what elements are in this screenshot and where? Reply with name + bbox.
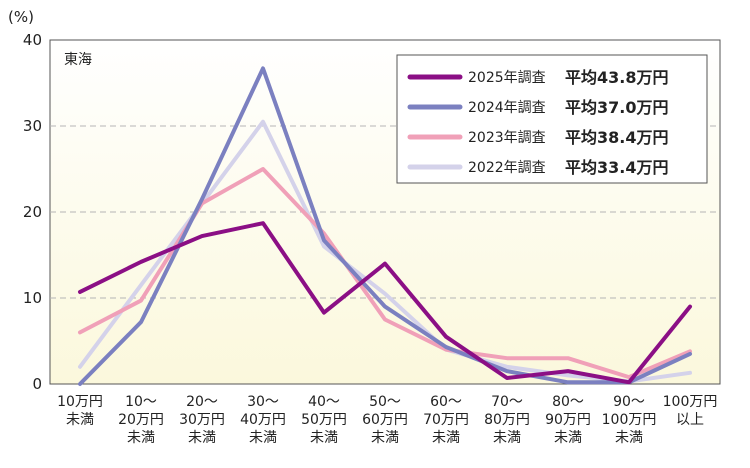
data-point <box>505 376 509 380</box>
data-point <box>505 369 509 373</box>
data-point <box>627 380 631 384</box>
x-tick-label-line: 以上 <box>676 412 704 428</box>
data-point <box>78 330 82 334</box>
data-point <box>139 260 143 264</box>
x-tick-label-line: 80万円 <box>484 412 530 428</box>
data-point <box>566 369 570 373</box>
legend-series-average: 平均38.4万円 <box>565 128 668 147</box>
legend-series-average: 平均37.0万円 <box>565 98 668 117</box>
x-tick-label-line: 20万円 <box>118 412 164 428</box>
x-tick-label-line: 未満 <box>371 430 399 446</box>
x-tick-label: 40～ 50万円未満 <box>301 394 347 446</box>
gridlines <box>50 125 720 299</box>
legend-series-average: 平均43.8万円 <box>565 68 668 87</box>
x-tick-label-line: 30万円 <box>179 412 225 428</box>
data-point <box>139 298 143 303</box>
data-point <box>566 380 570 384</box>
x-tick-label-line: 60～ <box>430 394 462 410</box>
x-tick-label-line: 未満 <box>127 430 155 446</box>
legend-series-average: 平均33.4万円 <box>565 158 668 177</box>
y-tick-label: 20 <box>23 203 42 221</box>
data-point <box>505 356 509 360</box>
y-tick-label: 0 <box>32 375 42 393</box>
data-point <box>78 290 82 294</box>
x-tick-label-line: 未満 <box>310 430 338 446</box>
x-tick-label-line: 80～ <box>552 394 584 410</box>
x-tick-label-line: 60万円 <box>362 412 408 428</box>
data-point <box>566 373 570 377</box>
x-tick-label: 100万円以上 <box>663 394 718 428</box>
x-tick-label-line: 50万円 <box>301 412 347 428</box>
data-point <box>383 317 387 322</box>
x-tick-label-line: 未満 <box>188 430 216 446</box>
legend-series-name: 2024年調査 <box>468 100 546 116</box>
x-tick-label: 60～ 70万円未満 <box>423 394 469 446</box>
y-tick-label: 40 <box>23 31 42 49</box>
data-point <box>261 221 265 225</box>
legend-series-name: 2025年調査 <box>468 70 546 86</box>
data-point <box>688 371 692 375</box>
x-tick-label-line: 90～ <box>613 394 645 410</box>
x-tick-label: 80～ 90万円未満 <box>545 394 591 446</box>
x-tick-label-line: 10～ <box>125 394 157 410</box>
data-point <box>505 365 509 369</box>
data-point <box>322 244 326 248</box>
x-tick-label: 10～ 20万円未満 <box>118 394 164 446</box>
x-tick-label-line: 未満 <box>493 430 521 446</box>
x-tick-label-line: 10万円 <box>57 394 103 410</box>
x-tick-label-line: 50～ <box>369 394 401 410</box>
x-tick-label-line: 未満 <box>432 430 460 446</box>
y-tick-label: 10 <box>23 289 42 307</box>
x-tick-label: 30～ 40万円未満 <box>240 394 286 446</box>
data-point <box>444 345 448 349</box>
x-tick-label-line: 40～ <box>308 394 340 410</box>
x-tick-label-line: 90万円 <box>545 412 591 428</box>
x-tick-label-line: 40万円 <box>240 412 286 428</box>
data-point <box>627 375 631 379</box>
data-point <box>444 335 448 339</box>
legend-series-name: 2022年調査 <box>468 160 546 176</box>
data-point <box>322 238 326 242</box>
data-point <box>383 262 387 266</box>
x-tick-label: 20～ 30万円未満 <box>179 394 225 446</box>
x-tick-label: 10万円未満 <box>57 394 103 428</box>
x-tick-label: 50～ 60万円未満 <box>362 394 408 446</box>
y-axis-unit: (%) <box>8 8 34 26</box>
x-tick-label-line: 未満 <box>554 430 582 446</box>
data-point <box>261 167 265 171</box>
x-tick-label-line: 20～ <box>186 394 218 410</box>
region-label: 東海 <box>64 52 92 68</box>
data-point <box>383 292 387 296</box>
y-axis-ticks: 0 10 20 30 40 <box>23 31 42 393</box>
data-point <box>200 197 204 201</box>
x-tick-label: 70～ 80万円未満 <box>484 394 530 446</box>
x-tick-label-line: 未満 <box>615 430 643 446</box>
x-tick-label-line: 100万円 <box>663 394 718 410</box>
data-point <box>139 320 143 324</box>
x-tick-label-line: 30～ <box>247 394 279 410</box>
legend-series-name: 2023年調査 <box>468 130 546 146</box>
data-point <box>78 382 82 386</box>
data-point <box>383 305 387 309</box>
data-point <box>139 283 143 287</box>
x-tick-label: 90～ 100万円未満 <box>602 394 657 446</box>
x-tick-label-line: 70万円 <box>423 412 469 428</box>
series-lines <box>78 66 692 386</box>
data-point <box>688 305 692 309</box>
data-point <box>261 120 265 124</box>
data-point <box>688 352 692 356</box>
data-point <box>78 365 82 369</box>
x-tick-label-line: 未満 <box>249 430 277 446</box>
data-point <box>200 234 204 238</box>
x-tick-label-line: 70～ <box>491 394 523 410</box>
data-point <box>261 66 265 70</box>
y-tick-label: 30 <box>23 117 42 135</box>
x-tick-label-line: 未満 <box>66 412 94 428</box>
data-point <box>322 311 326 315</box>
data-point <box>566 356 570 360</box>
x-tick-label-line: 100万円 <box>602 412 657 428</box>
